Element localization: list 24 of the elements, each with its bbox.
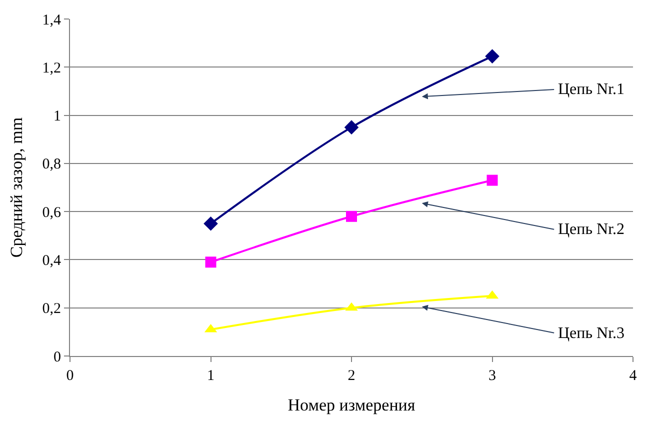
text: Цепь Nr.2 bbox=[558, 221, 625, 238]
x-tick-label: 3 bbox=[488, 368, 496, 384]
x-tick-label: 1 bbox=[207, 368, 214, 384]
x-tick-label: 4 bbox=[629, 368, 638, 384]
x-tick-label: 0 bbox=[66, 368, 74, 384]
y-tick-label: 1 bbox=[54, 108, 61, 125]
x-axis-title: Номер измерения bbox=[288, 395, 416, 414]
y-tick-label: 0,4 bbox=[42, 252, 62, 269]
y-tick-label: 1,4 bbox=[42, 12, 62, 28]
text: Цепь Nr.3 bbox=[558, 325, 625, 342]
point bbox=[344, 120, 359, 134]
point bbox=[204, 216, 218, 231]
point bbox=[485, 49, 500, 64]
text: Цепь Nr.1 bbox=[558, 81, 625, 98]
point bbox=[346, 210, 357, 222]
y-tick-label: 0,2 bbox=[42, 301, 61, 318]
point bbox=[486, 174, 498, 186]
y-axis-title: Средний зазор, mm bbox=[6, 117, 26, 258]
point bbox=[205, 256, 216, 268]
x-tick-label: 2 bbox=[348, 368, 356, 384]
y-tick-label: 0 bbox=[54, 349, 61, 366]
y-tick-label: 0,6 bbox=[42, 204, 62, 221]
y-tick-label: 1,2 bbox=[42, 60, 61, 76]
y-tick-label: 0,8 bbox=[42, 156, 61, 173]
